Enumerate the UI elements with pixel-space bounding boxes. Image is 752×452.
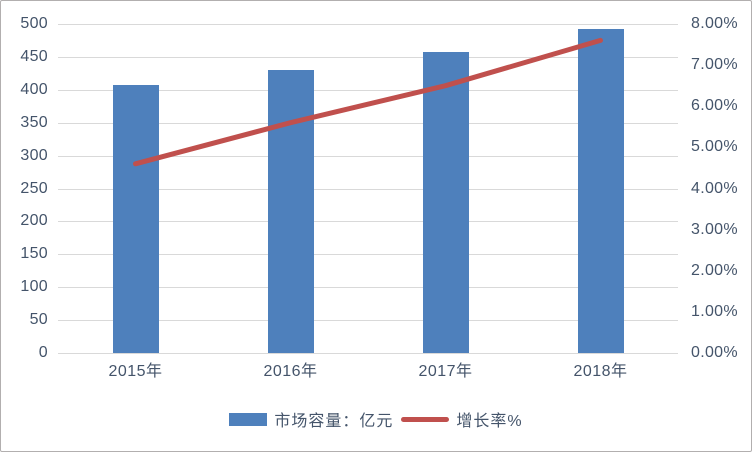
x-axis-label: 2016年 [263, 363, 318, 380]
gridline [58, 221, 678, 223]
legend: 市场容量：亿元 增长率% [1, 407, 751, 431]
left-axis-tick: 150 [20, 245, 48, 263]
left-axis-tick: 400 [20, 80, 48, 98]
bar-2018年 [577, 28, 624, 353]
gridline [58, 353, 678, 354]
legend-label-growth-rate: 增长率% [456, 413, 523, 430]
legend-label-market-volume: 市场容量：亿元 [274, 413, 394, 430]
left-axis-tick: 300 [20, 146, 48, 164]
x-axis-label: 2017年 [418, 363, 473, 380]
right-axis-tick: 3.00% [691, 220, 738, 238]
left-axis-tick: 350 [20, 113, 48, 131]
gridline [58, 254, 678, 256]
left-axis-tick: 250 [20, 179, 48, 197]
right-axis-tick: 8.00% [691, 15, 738, 32]
right-axis-tick: 6.00% [691, 97, 738, 115]
gridline [58, 320, 678, 322]
gridline [58, 89, 678, 91]
legend-item-growth-rate: 增长率% [401, 407, 522, 431]
plot-area [58, 24, 678, 354]
x-axis-label: 2018年 [573, 363, 628, 380]
left-axis-tick: 200 [20, 212, 48, 230]
gridline [58, 122, 678, 124]
right-axis-tick: 2.00% [691, 261, 738, 279]
gridline [58, 188, 678, 190]
gridline [58, 287, 678, 289]
line-series [133, 37, 603, 167]
right-axis-tick: 1.00% [691, 302, 738, 320]
right-axis-tick: 4.00% [691, 179, 738, 197]
bar-2015年 [112, 85, 159, 353]
left-axis-tick: 0 [38, 344, 48, 361]
left-axis-tick: 50 [29, 311, 48, 329]
right-axis-tick: 0.00% [691, 344, 738, 361]
bar-legend-swatch [229, 412, 268, 426]
gridline [58, 56, 678, 58]
right-axis-tick: 5.00% [691, 138, 738, 156]
left-axis-tick: 450 [20, 47, 48, 65]
growth-rate-line [133, 37, 603, 167]
legend-item-market-volume: 市场容量：亿元 [229, 407, 393, 431]
line-legend-swatch [401, 416, 450, 422]
bar-2017年 [422, 51, 469, 353]
left-axis-tick: 500 [20, 15, 48, 32]
x-axis-label: 2015年 [108, 363, 163, 380]
gridline [58, 155, 678, 157]
right-axis-tick: 7.00% [691, 56, 738, 74]
left-axis-tick: 100 [20, 278, 48, 296]
gridline [58, 24, 678, 25]
